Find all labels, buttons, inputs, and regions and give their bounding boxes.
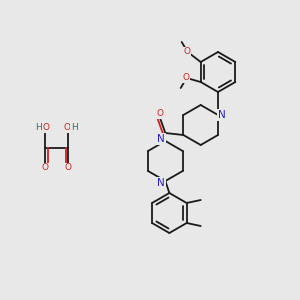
Text: O: O [41,164,49,172]
Text: N: N [158,178,165,188]
Text: H: H [36,124,42,133]
Text: O: O [43,124,50,133]
Text: N: N [218,110,226,120]
Text: O: O [157,110,164,118]
Text: O: O [183,47,190,56]
Text: H: H [70,124,77,133]
Text: O: O [64,164,71,172]
Text: O: O [64,124,70,133]
Text: O: O [182,74,189,82]
Text: N: N [158,134,165,144]
